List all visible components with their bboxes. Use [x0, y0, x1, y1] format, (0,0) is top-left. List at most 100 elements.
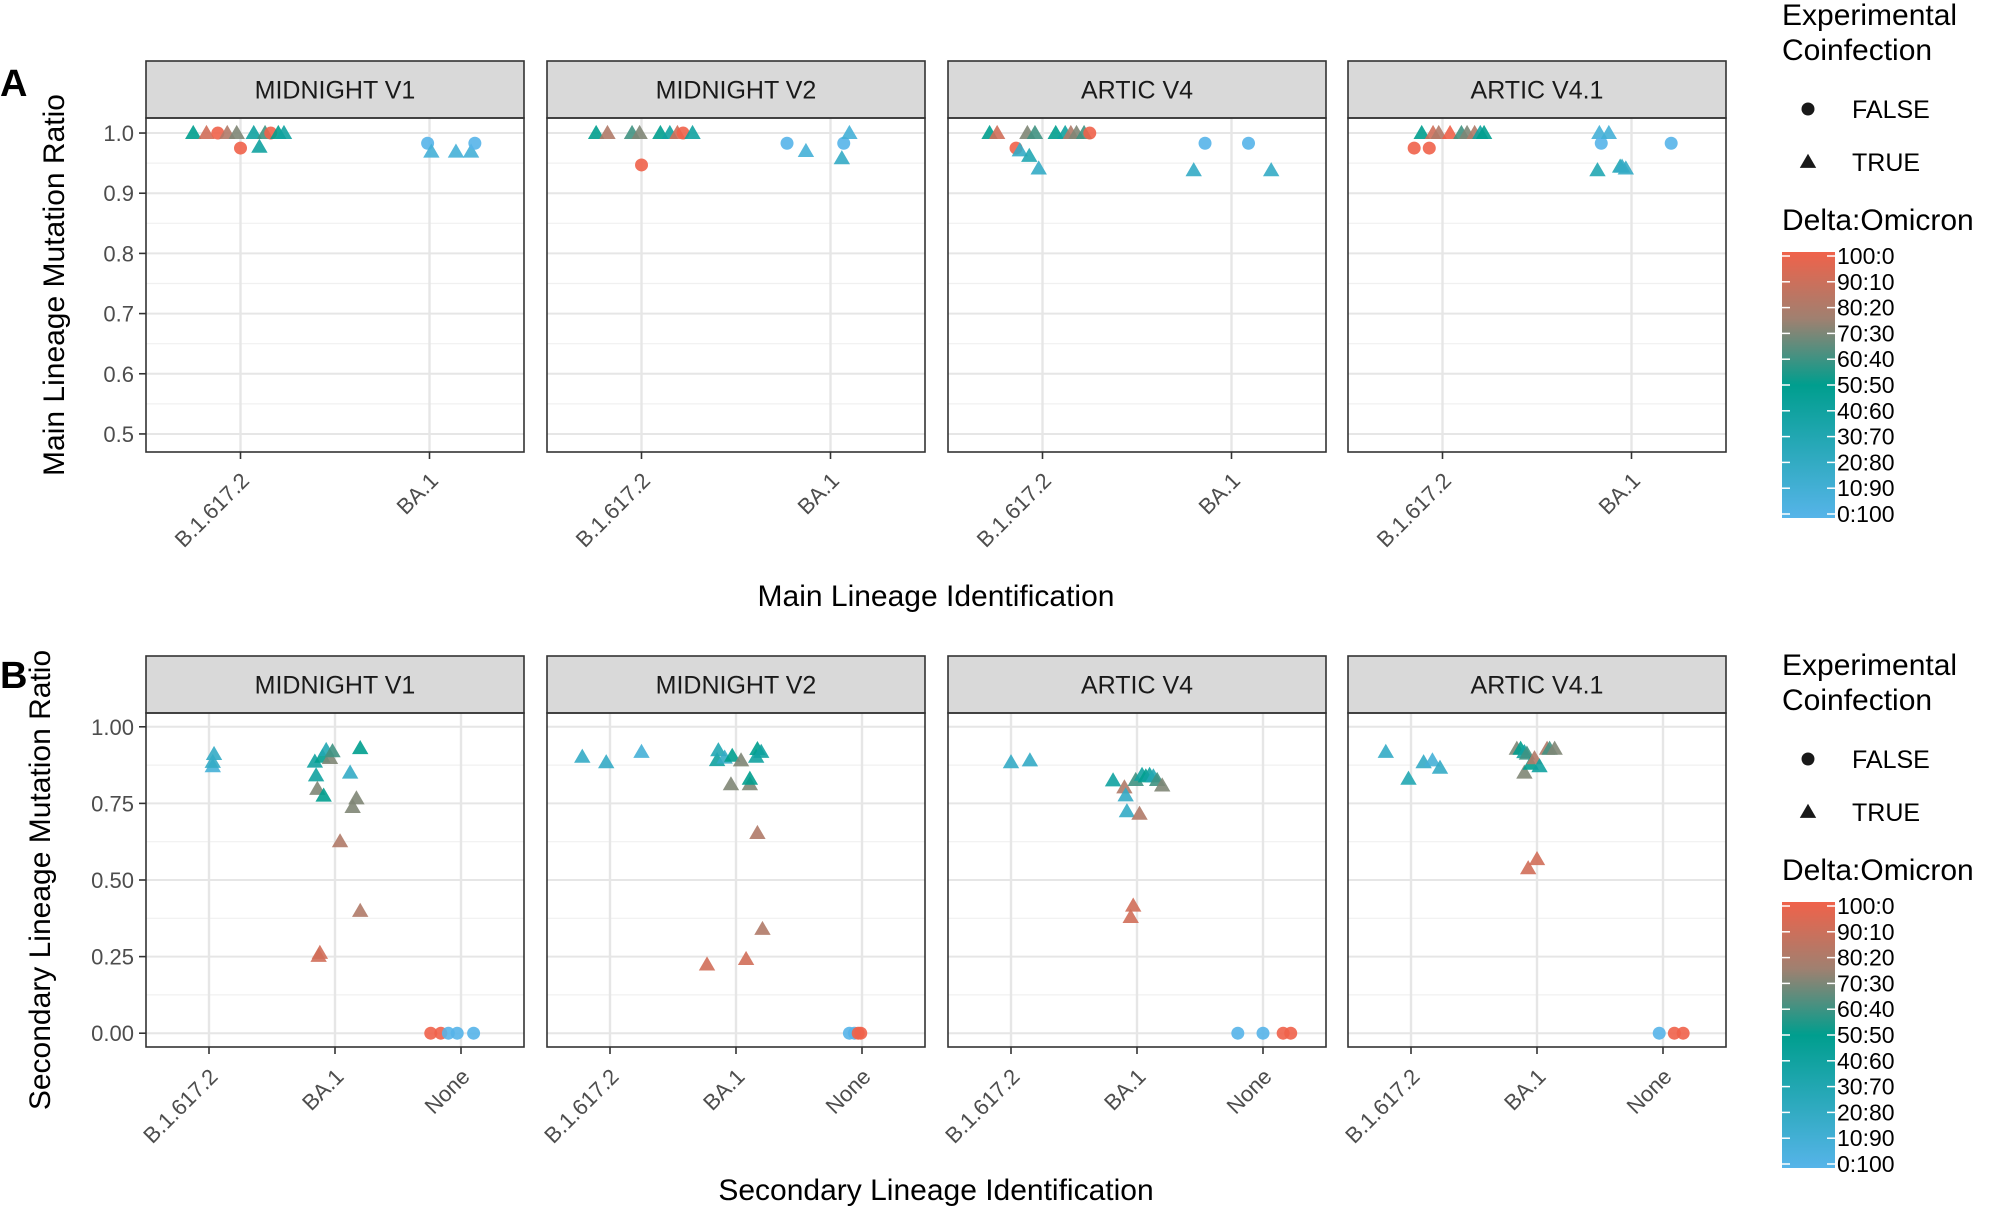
data-point	[1407, 141, 1421, 155]
colorbar-label: 40:60	[1837, 1048, 1895, 1074]
legend-key-triangle	[1799, 153, 1817, 168]
legend-title-shape: Experimental	[1782, 0, 1957, 32]
colorbar-label: 50:50	[1837, 1022, 1895, 1048]
panel-tag: B	[0, 655, 27, 697]
data-point	[307, 767, 325, 782]
facet-strip-label: ARTIC V4	[1081, 77, 1193, 105]
facet-strip	[1347, 655, 1727, 714]
data-point	[1117, 787, 1134, 802]
plot-background	[948, 118, 1326, 452]
plot-background	[146, 118, 524, 452]
legend-item-label: FALSE	[1852, 96, 1930, 124]
data-point	[205, 745, 223, 760]
data-point	[1231, 1026, 1245, 1040]
data-point	[710, 742, 727, 757]
data-point	[311, 944, 329, 959]
data-point	[1617, 160, 1635, 175]
facet-strip	[947, 60, 1327, 119]
data-point	[423, 143, 440, 158]
facet-strip-label: MIDNIGHT V2	[656, 672, 817, 700]
facet-strip-label: MIDNIGHT V1	[255, 77, 416, 105]
data-point	[352, 902, 369, 917]
points	[1002, 752, 1298, 1040]
facet-strip-label: MIDNIGHT V1	[255, 672, 416, 700]
data-point	[1664, 136, 1678, 150]
data-point	[598, 754, 615, 769]
data-point	[306, 753, 324, 768]
data-point	[754, 920, 771, 935]
data-point	[1185, 162, 1202, 177]
panel-border	[546, 117, 926, 453]
colorbar-label: 70:30	[1837, 320, 1895, 346]
data-point	[1122, 908, 1139, 923]
data-point	[631, 124, 648, 139]
data-point	[1026, 124, 1044, 139]
colorbar-label: 0:100	[1837, 1151, 1895, 1177]
facet-panel: MIDNIGHT V2B.1.617.2 BA.1	[546, 60, 926, 552]
chart-b: B MIDNIGHT V10.000.250.500.751.00B.1.617.…	[0, 650, 1727, 1207]
data-point	[1413, 124, 1430, 139]
data-point	[1116, 779, 1133, 794]
data-point	[228, 124, 245, 139]
data-point	[1546, 740, 1563, 755]
y-tick-label: 0.75	[91, 791, 134, 816]
colorbar-label: 20:80	[1837, 1099, 1895, 1125]
data-point	[245, 124, 262, 139]
data-point	[854, 1026, 868, 1040]
data-point	[275, 124, 293, 139]
data-point	[1594, 136, 1608, 150]
legend-title-shape: Experimental	[1782, 649, 1957, 682]
legend-title-shape: Coinfection	[1782, 34, 1932, 67]
data-point	[315, 787, 332, 802]
points	[574, 740, 868, 1040]
data-point	[1083, 126, 1097, 140]
panel-border	[145, 117, 525, 453]
colorbar-label: 60:40	[1837, 346, 1895, 372]
colorbar-label: 30:70	[1837, 424, 1895, 450]
legend-title-shape: Coinfection	[1782, 684, 1932, 717]
y-tick-label: 0.5	[103, 422, 134, 447]
data-point	[1400, 770, 1417, 785]
legend-title-color: Delta:Omicron	[1782, 854, 1974, 887]
data-point	[837, 136, 851, 150]
colorbar-label: 80:20	[1837, 295, 1895, 321]
data-point	[1256, 1026, 1270, 1040]
y-tick-label: 0.9	[103, 181, 134, 206]
data-point	[1430, 124, 1447, 139]
facet-strip	[1347, 60, 1727, 119]
data-point	[633, 743, 650, 758]
data-point	[1011, 142, 1029, 157]
facet-panel: MIDNIGHT V10.50.60.70.80.91.0B.1.617.2 BA…	[103, 60, 525, 552]
data-point	[1652, 1026, 1666, 1040]
data-point	[988, 124, 1006, 139]
data-point	[1516, 764, 1533, 779]
data-point	[599, 124, 616, 139]
facet-strip-label: ARTIC V4	[1081, 672, 1193, 700]
data-point	[468, 136, 482, 150]
facet-panel: ARTIC V4B.1.617.2 BA.1 None	[940, 655, 1327, 1148]
facet-strip-label: ARTIC V4.1	[1471, 77, 1604, 105]
colorbar	[1782, 902, 1835, 1168]
y-tick-label: 1.00	[91, 715, 134, 740]
y-tick-label: 0.7	[103, 302, 134, 327]
data-point	[1242, 136, 1256, 150]
facet-strip	[947, 655, 1327, 714]
data-point	[574, 748, 591, 763]
points	[981, 124, 1280, 177]
data-point	[698, 956, 716, 971]
data-point	[1424, 752, 1441, 767]
data-point	[1154, 777, 1171, 792]
data-point	[1021, 147, 1038, 162]
data-point	[1600, 124, 1618, 139]
legend-item-label: FALSE	[1852, 746, 1930, 774]
legend-key-triangle	[1799, 803, 1817, 818]
data-point	[450, 1026, 464, 1040]
data-point	[737, 950, 755, 965]
colorbar-label: 10:90	[1837, 1125, 1895, 1151]
data-point	[341, 764, 359, 779]
points	[185, 124, 482, 158]
colorbar-label: 60:40	[1837, 996, 1895, 1022]
panel-border	[947, 117, 1327, 453]
facet-panel: ARTIC V4B.1.617.2 BA.1	[947, 60, 1327, 552]
